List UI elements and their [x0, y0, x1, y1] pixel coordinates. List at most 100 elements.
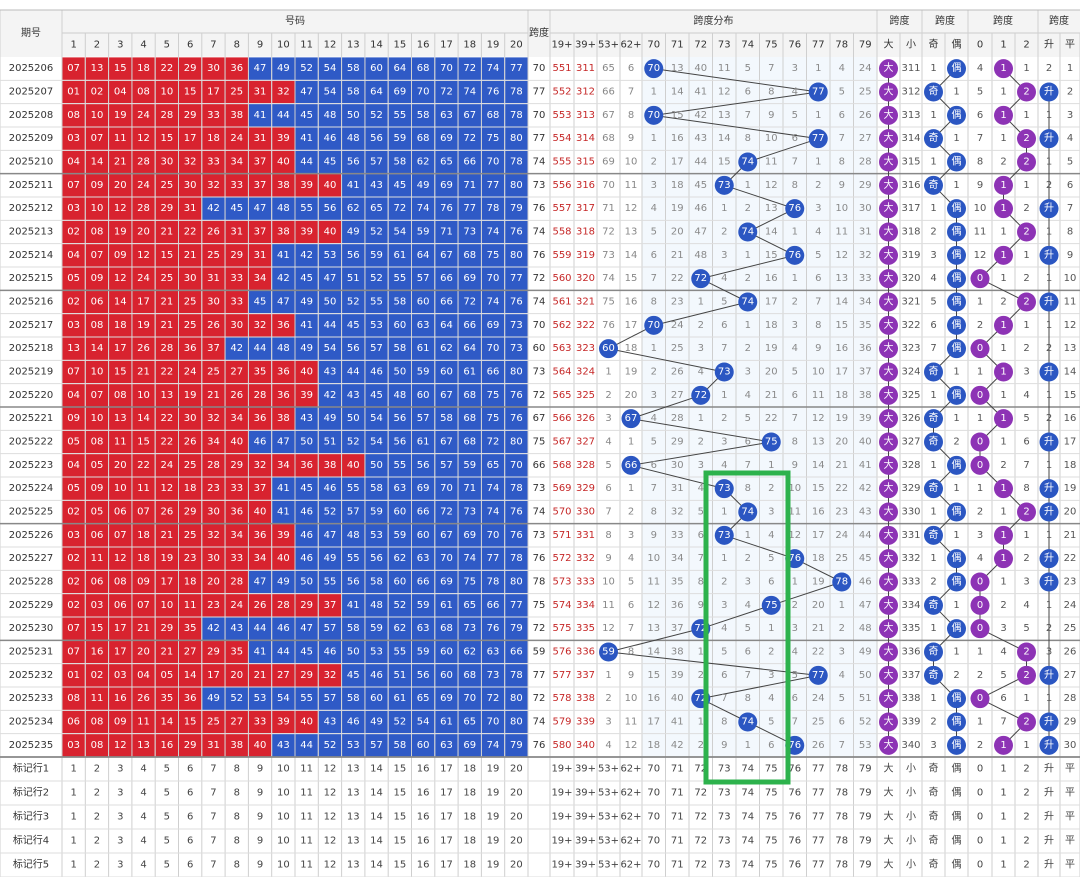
dist-value: 4	[792, 647, 798, 658]
number: 46	[300, 553, 313, 564]
number: 68	[463, 413, 476, 424]
size-value: 337	[901, 670, 920, 681]
header-column: 62+	[620, 40, 641, 51]
span: 73	[533, 530, 546, 541]
dist-value: 11	[625, 717, 638, 728]
number: 34	[277, 460, 290, 471]
number: 41	[277, 483, 290, 494]
period: 2025209	[9, 133, 54, 144]
number: 61	[440, 717, 453, 728]
dist-value: 334	[576, 600, 595, 611]
number: 76	[510, 227, 523, 238]
number: 55	[393, 110, 406, 121]
number: 58	[347, 87, 360, 98]
number: 80	[510, 437, 523, 448]
dist-value: 43	[694, 133, 707, 144]
number: 67	[440, 250, 453, 261]
marker-cell: 76	[788, 812, 801, 823]
marker-cell: 72	[694, 836, 707, 847]
number: 46	[300, 507, 313, 518]
header-column: 72	[694, 40, 707, 51]
number: 49	[300, 343, 313, 354]
marker-cell: 20	[510, 812, 523, 823]
trend-link	[630, 394, 701, 420]
number: 25	[160, 273, 173, 284]
size-hit: 大	[884, 295, 894, 308]
mod3-value: 8	[1023, 483, 1029, 494]
dist-value: 8	[792, 437, 798, 448]
dist-value: 576	[552, 647, 571, 658]
header-group: 跨度	[1049, 14, 1069, 27]
marker-cell: 70	[647, 788, 660, 799]
number: 15	[114, 63, 127, 74]
number: 54	[417, 717, 430, 728]
dist-value: 51	[859, 693, 872, 704]
dist-value: 9	[815, 343, 821, 354]
marker-cell: 4	[140, 812, 146, 823]
marker-cell: 15	[393, 788, 406, 799]
marker-cell: 1	[70, 788, 76, 799]
span: 76	[533, 553, 546, 564]
number: 29	[230, 250, 243, 261]
dist-value: 8	[651, 507, 657, 518]
number: 08	[91, 437, 104, 448]
number: 60	[440, 670, 453, 681]
trend-value: 2	[1046, 63, 1052, 74]
size-value: 331	[901, 530, 920, 541]
number: 78	[510, 670, 523, 681]
marker-cell: 6	[187, 812, 193, 823]
marker-cell: 大	[884, 762, 894, 775]
dist-value: 6	[839, 717, 845, 728]
number: 49	[347, 227, 360, 238]
number: 36	[254, 413, 267, 424]
number: 49	[277, 577, 290, 588]
number: 63	[487, 647, 500, 658]
dist-value: 25	[859, 87, 872, 98]
number: 65	[440, 157, 453, 168]
mod3-value: 9	[977, 180, 983, 191]
number: 55	[300, 693, 313, 704]
parity-hit: 偶	[952, 225, 962, 238]
number: 09	[91, 483, 104, 494]
mod3-value: 1	[1000, 390, 1006, 401]
marker-cell: 1	[70, 836, 76, 847]
number: 42	[207, 203, 220, 214]
number: 29	[160, 623, 173, 634]
dist-value: 554	[552, 133, 571, 144]
dist-value: 3	[839, 647, 845, 658]
dist-value: 30	[671, 460, 684, 471]
number: 35	[184, 623, 197, 634]
marker-cell: 10	[277, 788, 290, 799]
parity-value: 1	[930, 110, 936, 121]
mod3-value: 2	[977, 320, 983, 331]
number: 15	[114, 367, 127, 378]
dist-value: 327	[576, 437, 595, 448]
dist-value: 45	[694, 180, 707, 191]
number: 11	[137, 717, 150, 728]
dist-value: 4	[745, 600, 751, 611]
number: 44	[254, 623, 267, 634]
dist-value: 8	[698, 577, 704, 588]
number: 60	[417, 530, 430, 541]
number: 57	[370, 740, 383, 751]
dist-hit: 77	[812, 133, 825, 144]
number: 25	[207, 250, 220, 261]
dist-value: 12	[625, 740, 638, 751]
parity-value: 1	[930, 203, 936, 214]
marker-cell: 大	[884, 858, 894, 871]
trend-hit: 升	[1044, 366, 1054, 378]
mod3-hit: 2	[1023, 227, 1029, 238]
number: 03	[67, 530, 80, 541]
dist-value: 32	[859, 250, 872, 261]
number: 07	[67, 647, 80, 658]
mod3-hit: 0	[977, 343, 983, 354]
mod3-value: 3	[1023, 367, 1029, 378]
size-value: 323	[901, 343, 920, 354]
dist-value: 8	[815, 320, 821, 331]
marker-cell: 2	[1023, 860, 1029, 871]
marker-cell: 39+	[575, 764, 596, 775]
number: 80	[510, 250, 523, 261]
dist-value: 5	[768, 553, 774, 564]
number: 76	[510, 507, 523, 518]
dist-value: 2	[721, 413, 727, 424]
